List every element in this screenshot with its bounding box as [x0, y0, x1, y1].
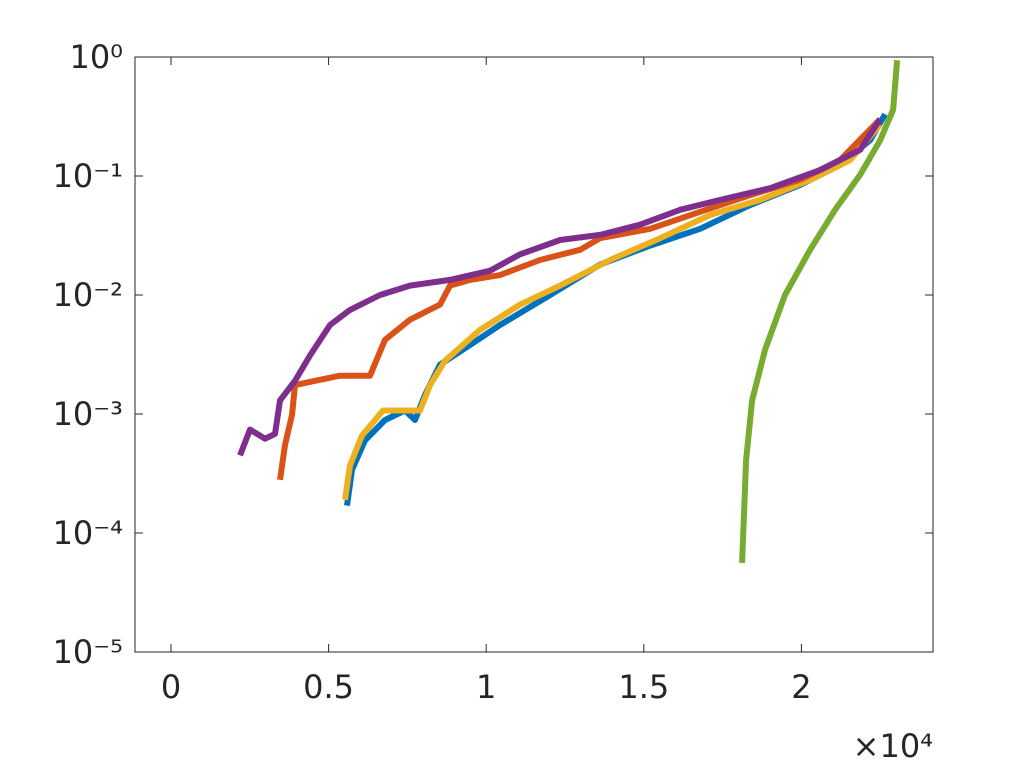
x-tick-label: 1 [476, 668, 496, 706]
series-line [342, 122, 883, 501]
series-line [277, 117, 883, 481]
x-multiplier: ×10⁴ [853, 727, 933, 765]
y-tick-label: 10⁻⁴ [53, 514, 123, 552]
series-line [739, 59, 901, 564]
y-tick-label: 10⁻¹ [53, 157, 123, 195]
y-tick-label: 10⁰ [69, 38, 123, 76]
series-line [237, 117, 883, 457]
y-tick-label: 10⁻⁵ [53, 633, 123, 671]
y-tick-label: 10⁻³ [53, 395, 123, 433]
plot-area [135, 57, 933, 652]
x-tick-label: 1.5 [618, 668, 669, 706]
axes-box [134, 56, 934, 653]
x-tick-label: 0.5 [303, 668, 354, 706]
x-tick-label: 2 [791, 668, 811, 706]
x-tick-label: 0 [161, 668, 181, 706]
y-tick-label: 10⁻² [53, 276, 123, 314]
